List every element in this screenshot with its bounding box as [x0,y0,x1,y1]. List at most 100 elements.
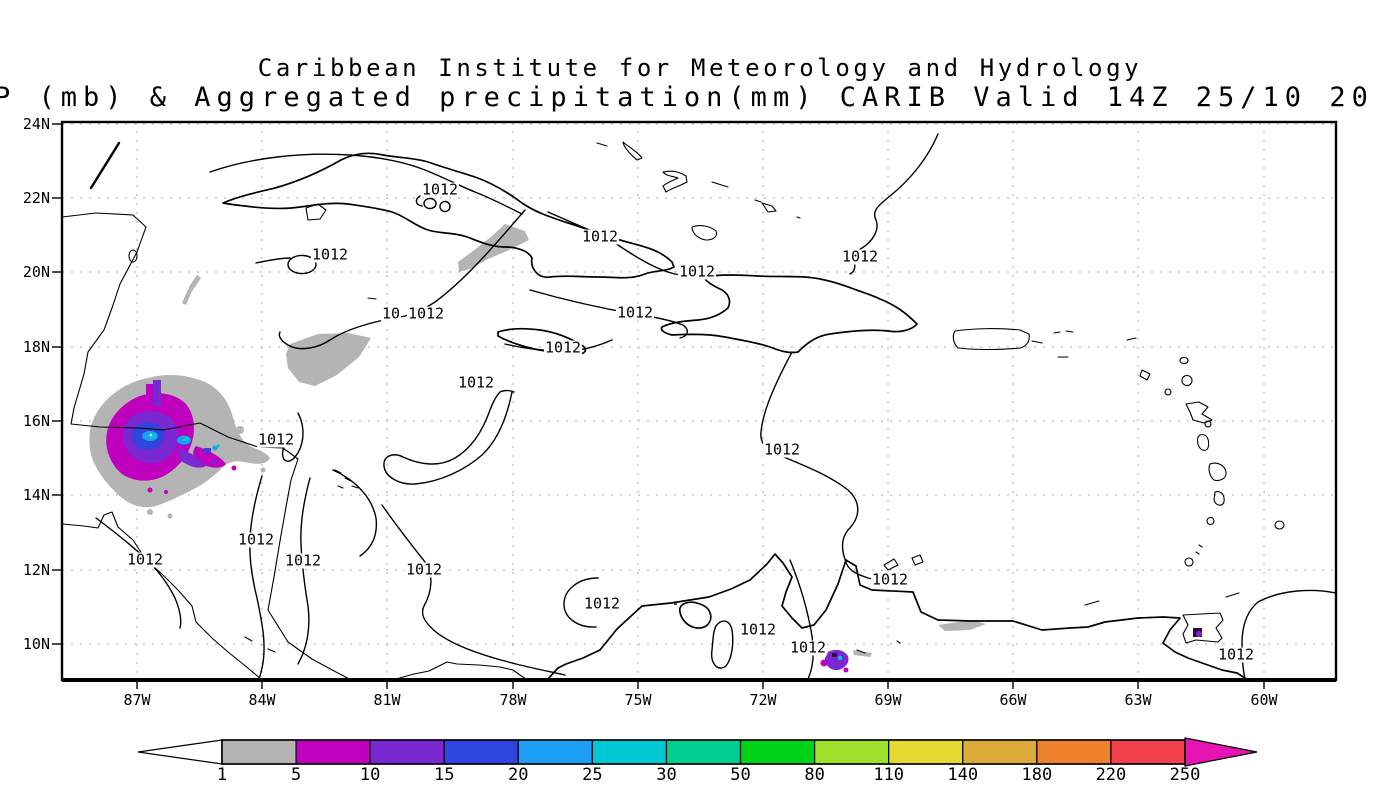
colorbar-segment-140 [962,739,1038,765]
colorbar-segment-1 [221,739,297,765]
isobar-label-17: 1012 [582,594,622,613]
precip-cell [147,487,153,493]
colorbar-outline [221,739,1186,765]
colorbar-level-250: 250 [1169,765,1201,785]
isobar-label-3: 1012 [580,227,620,246]
colorbar-level-5: 5 [290,765,302,785]
colorbar-underflow-arrow [137,739,223,765]
coast-turks [761,202,801,219]
coast-st-lucia [1213,491,1225,506]
colorbar-level-110: 110 [873,765,905,785]
precip-cell [843,667,849,673]
coast-south-america [546,553,1249,680]
precip-cell [820,659,828,667]
isobar-gulf-low [255,254,317,275]
chart-subtitle: P (mb) & Aggregated precipitation(mm) CA… [0,82,1374,113]
isobar-label-19: 1012 [788,638,828,657]
colorbar-segment-20 [517,739,593,765]
coast-inagua [691,225,718,241]
page-title: Caribbean Institute for Meteorology and … [257,54,1143,82]
coast-cuba [222,152,675,279]
lon-label-75W: 75W [624,691,652,709]
colorbar-level-80: 80 [804,765,825,785]
lon-label-72W: 72W [749,691,777,709]
colorbar-level-50: 50 [730,765,751,785]
isobar-label-13: 1012 [125,550,165,569]
coastlines [62,141,1285,680]
coast-lesser-antilles [1126,337,1193,396]
isobar-venezuela [789,559,814,680]
colorbar-segment-110 [888,739,964,765]
lon-label-66W: 66W [999,691,1027,709]
isobar-label-6: 10 [380,304,402,323]
colorbar-segment-5 [295,739,371,765]
precip-cell [182,436,190,442]
colorbar-level-30: 30 [656,765,677,785]
lat-label-12N: 12N [22,561,50,579]
coast-st-vincent-grenada [1184,516,1215,567]
precip-cell [248,448,256,456]
lon-label-60W: 60W [1250,691,1278,709]
precip-cell [824,649,849,671]
coast-bahamas [596,141,762,203]
lat-label-10N: 10N [22,635,50,653]
coast-cayman [367,297,377,300]
coast-abc-islands [856,554,1100,654]
precip-cell [148,433,156,439]
coast-pacific-central-america [62,511,263,680]
precip-cell [458,224,529,272]
isobar-florida-straits [209,153,523,215]
precip-cell [260,467,266,473]
coast-tobago [1225,592,1240,598]
isobar-east-caribbean [760,351,906,585]
precip-cell [832,653,837,657]
coast-dominica [1197,434,1210,451]
grid-lines [62,122,1336,680]
precip-cell [1196,631,1202,637]
colorbar-level-1: 1 [216,765,228,785]
isobar-label-21: 1012 [1216,645,1256,664]
precip-cell [146,384,153,406]
coast-martinique [1208,462,1227,482]
precip-cell [178,448,206,468]
isobar-label-9: 1012 [543,338,583,357]
colorbar-overflow-arrow [1184,737,1258,767]
isobar-colombia-hook [563,577,599,628]
lon-label-81W: 81W [373,691,401,709]
isobar-label-14: 1012 [236,530,276,549]
coast-hispaniola [660,274,918,354]
precip-cell [938,620,986,631]
coast-yucatan-central-america [62,212,353,680]
precip-cell [147,509,153,515]
isobar-label-10: 1012 [456,373,496,392]
lat-label-20N: 20N [22,263,50,281]
isobar-low-loops [415,195,451,213]
isobars [89,133,1336,680]
isobar-gulf-segment [89,141,121,190]
colorbar-level-20: 20 [508,765,529,785]
colorbar-segment-25 [591,739,668,765]
coast-miskito-cays [244,469,359,653]
colorbar-level-180: 180 [1021,765,1053,785]
colorbar-segment-50 [739,739,816,765]
isobar-label-7: 1012 [406,304,446,323]
precip-cell [231,465,237,471]
precipitation-colorbar [137,737,1258,767]
lon-label-84W: 84W [248,691,276,709]
coast-isle-of-youth [305,203,327,221]
colorbar-level-25: 25 [582,765,603,785]
colorbar-segment-30 [665,739,742,765]
isobar-cuba-diagonal [278,209,526,350]
precip-cell [167,513,173,519]
isobar-pacific-2 [249,475,265,680]
precip-cell [182,275,201,305]
isobar-nicaragua-bulge [332,469,378,557]
precip-cell [216,444,220,448]
precipitation-shading [89,224,1202,673]
coast-lake [679,601,712,629]
coast-jamaica [497,327,587,355]
map-frame [60,120,1338,682]
colorbar-segment-220 [1110,739,1186,765]
isobar-label-4: 1012 [677,262,717,281]
